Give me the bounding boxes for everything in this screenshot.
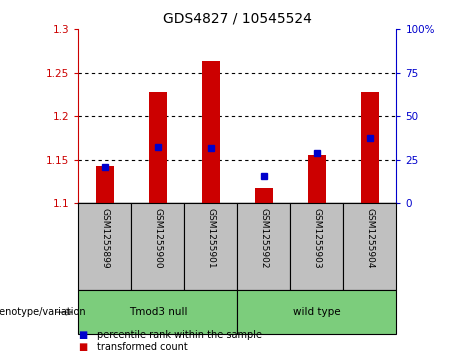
Bar xyxy=(148,92,167,203)
Text: GSM1255904: GSM1255904 xyxy=(366,208,374,268)
Bar xyxy=(78,203,131,290)
Bar xyxy=(290,203,343,290)
Bar xyxy=(184,203,237,290)
Bar xyxy=(201,61,220,203)
Text: genotype/variation: genotype/variation xyxy=(0,307,86,317)
Text: GSM1255901: GSM1255901 xyxy=(207,208,215,268)
Title: GDS4827 / 10545524: GDS4827 / 10545524 xyxy=(163,11,312,25)
Bar xyxy=(237,290,396,334)
Text: ■: ■ xyxy=(78,330,88,340)
Text: GSM1255903: GSM1255903 xyxy=(313,208,321,268)
Bar xyxy=(254,188,273,203)
Bar xyxy=(343,203,396,290)
Bar xyxy=(95,166,114,203)
Text: wild type: wild type xyxy=(293,307,341,317)
Text: Tmod3 null: Tmod3 null xyxy=(129,307,187,317)
Text: GSM1255902: GSM1255902 xyxy=(260,208,268,268)
Bar xyxy=(237,203,290,290)
Text: percentile rank within the sample: percentile rank within the sample xyxy=(97,330,262,340)
Bar xyxy=(131,203,184,290)
Text: GSM1255899: GSM1255899 xyxy=(100,208,109,268)
Bar xyxy=(78,290,237,334)
Text: transformed count: transformed count xyxy=(97,342,188,352)
Bar xyxy=(307,155,326,203)
Text: GSM1255900: GSM1255900 xyxy=(154,208,162,268)
Text: ■: ■ xyxy=(78,342,88,352)
Bar xyxy=(361,92,379,203)
